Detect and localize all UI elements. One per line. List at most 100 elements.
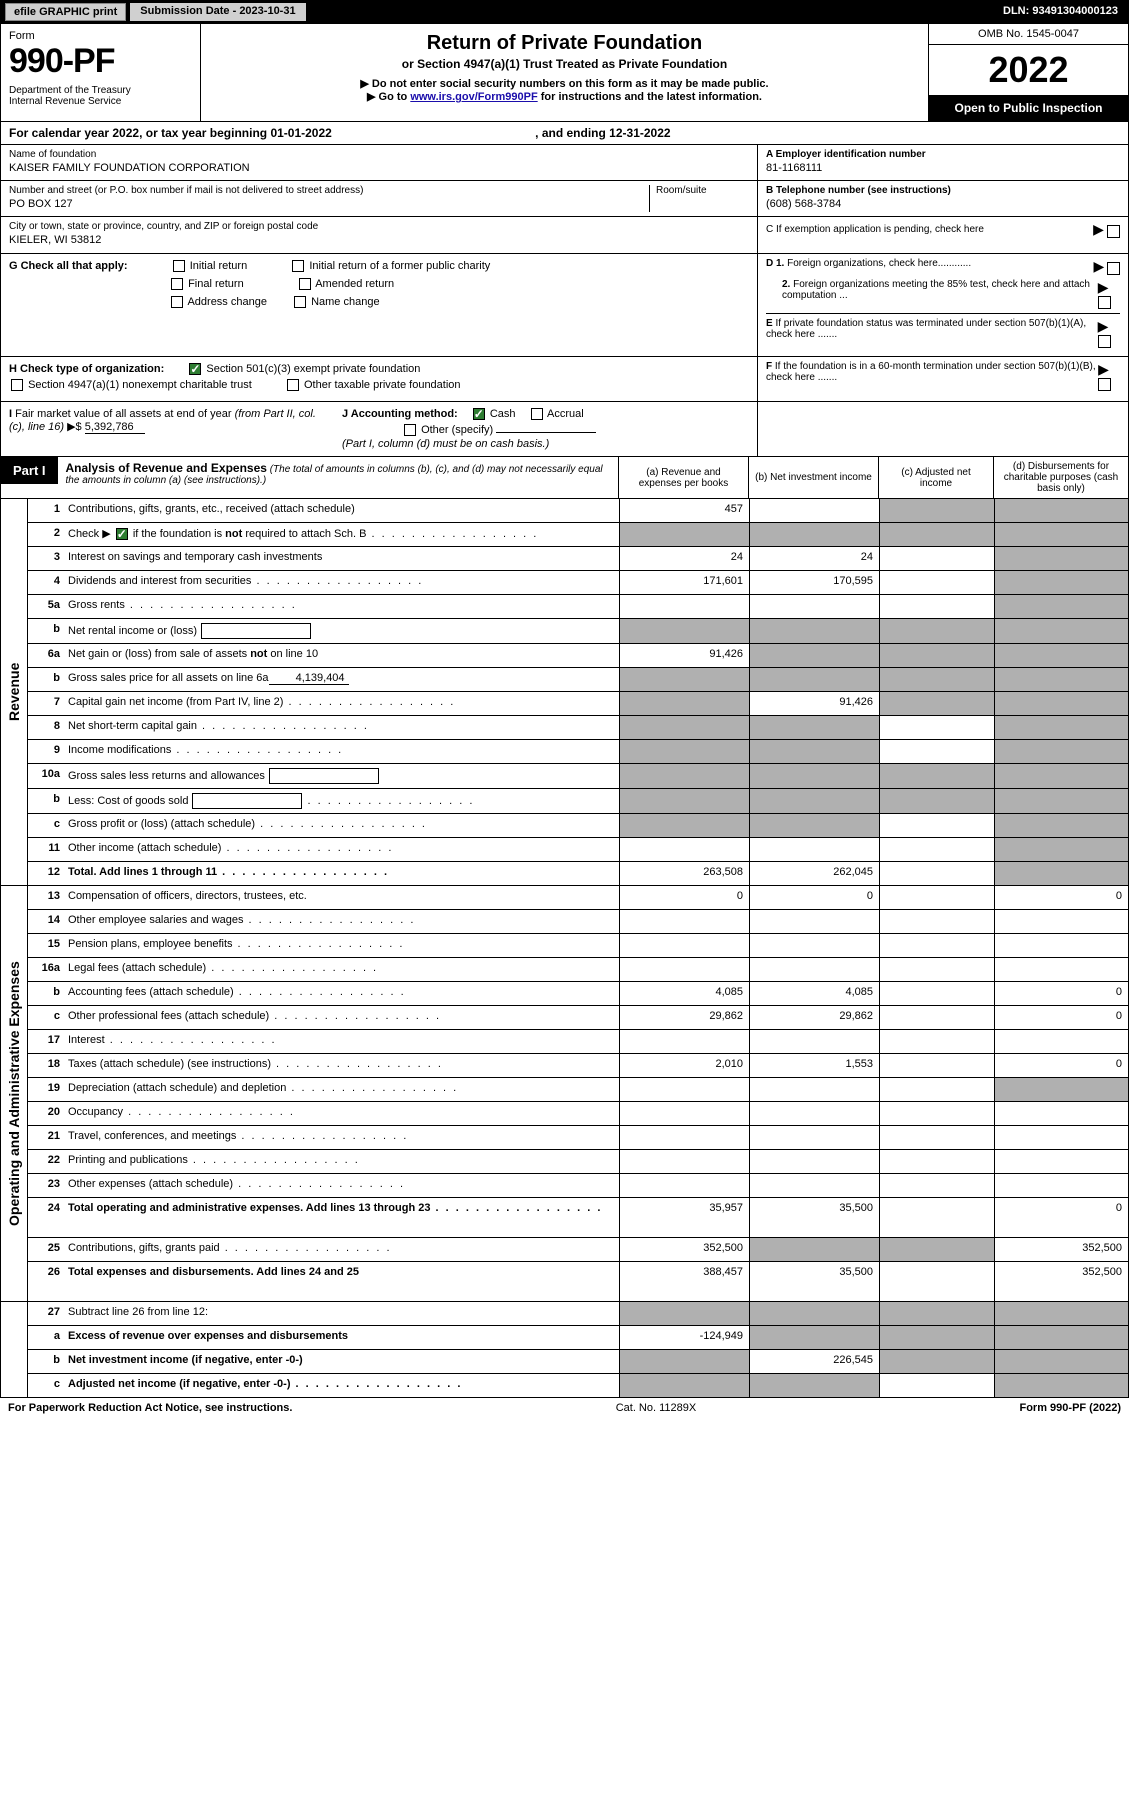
- row-description: Other employee salaries and wages: [64, 910, 619, 933]
- col-a-value: 91,426: [619, 644, 749, 667]
- i-j-left: I Fair market value of all assets at end…: [1, 402, 758, 456]
- fmv-value: 5,392,786: [85, 421, 145, 434]
- table-row: 8Net short-term capital gain: [28, 716, 1129, 740]
- row-description: Check ▶ if the foundation is not require…: [64, 523, 619, 546]
- i-j-row: I Fair market value of all assets at end…: [0, 402, 1129, 457]
- revenue-side-label: Revenue: [1, 499, 27, 885]
- calendar-year-row: For calendar year 2022, or tax year begi…: [0, 122, 1129, 145]
- table-row: 11Other income (attach schedule): [28, 838, 1129, 862]
- col-c-value: [879, 814, 994, 837]
- col-c-value: [879, 1030, 994, 1053]
- col-c-value: [879, 862, 994, 885]
- col-b-value: [749, 1102, 879, 1125]
- col-b-value: [749, 716, 879, 739]
- row-description: Taxes (attach schedule) (see instruction…: [64, 1054, 619, 1077]
- row-description: Pension plans, employee benefits: [64, 934, 619, 957]
- note-1: ▶ Do not enter social security numbers o…: [209, 77, 920, 90]
- row-number: 13: [28, 886, 64, 909]
- city-cell: City or town, state or province, country…: [1, 217, 757, 253]
- row-description: Subtract line 26 from line 12:: [64, 1302, 619, 1325]
- expenses-side-label: Operating and Administrative Expenses: [1, 886, 27, 1301]
- row-description: Depreciation (attach schedule) and deple…: [64, 1078, 619, 1101]
- h-section-row: H Check type of organization: Section 50…: [0, 357, 1129, 402]
- col-b-value: 226,545: [749, 1350, 879, 1373]
- col-c-value: [879, 910, 994, 933]
- final-return-cb[interactable]: [171, 278, 183, 290]
- table-row: 19Depreciation (attach schedule) and dep…: [28, 1078, 1129, 1102]
- other-taxable-checkbox[interactable]: [287, 379, 299, 391]
- 4947-checkbox[interactable]: [11, 379, 23, 391]
- foundation-name-cell: Name of foundation KAISER FAMILY FOUNDAT…: [1, 145, 757, 181]
- irs-link[interactable]: www.irs.gov/Form990PF: [410, 91, 537, 103]
- col-a-value: [619, 764, 749, 788]
- row-number: b: [28, 982, 64, 1005]
- col-c-value: [879, 1238, 994, 1261]
- table-row: cGross profit or (loss) (attach schedule…: [28, 814, 1129, 838]
- row-description: Net short-term capital gain: [64, 716, 619, 739]
- d2-checkbox[interactable]: [1098, 296, 1111, 309]
- row-number: 2: [28, 523, 64, 546]
- col-b-value: [749, 910, 879, 933]
- amended-return-cb[interactable]: [299, 278, 311, 290]
- col-c-value: [879, 1174, 994, 1197]
- ij-right-blank: [758, 402, 1128, 456]
- e-checkbox[interactable]: [1098, 335, 1111, 348]
- row-description: Gross rents: [64, 595, 619, 618]
- accrual-checkbox[interactable]: [531, 408, 543, 420]
- efile-button[interactable]: efile GRAPHIC print: [5, 3, 126, 21]
- col-c-value: [879, 644, 994, 667]
- col-b-value: [749, 644, 879, 667]
- col-b-value: [749, 1302, 879, 1325]
- col-b-value: [749, 523, 879, 546]
- cash-checkbox[interactable]: [473, 408, 485, 420]
- row-description: Printing and publications: [64, 1150, 619, 1173]
- col-a-value: [619, 1150, 749, 1173]
- 501c3-checkbox[interactable]: [189, 363, 201, 375]
- col-a-value: [619, 838, 749, 861]
- col-d-value: 0: [994, 1006, 1129, 1029]
- address-cell: Number and street (or P.O. box number if…: [1, 181, 757, 217]
- col-b-value: [749, 1238, 879, 1261]
- row-number: 16a: [28, 958, 64, 981]
- table-row: 16aLegal fees (attach schedule): [28, 958, 1129, 982]
- col-a-value: [619, 1174, 749, 1197]
- other-method-checkbox[interactable]: [404, 424, 416, 436]
- table-row: 12Total. Add lines 1 through 11263,50826…: [28, 862, 1129, 886]
- col-c-value: [879, 934, 994, 957]
- d1-checkbox[interactable]: [1107, 262, 1120, 275]
- table-row: bAccounting fees (attach schedule)4,0854…: [28, 982, 1129, 1006]
- row-number: 18: [28, 1054, 64, 1077]
- col-d-value: [994, 1126, 1129, 1149]
- initial-return-cb[interactable]: [173, 260, 185, 272]
- col-a-value: [619, 1350, 749, 1373]
- col-b-value: [749, 838, 879, 861]
- col-d-value: [994, 814, 1129, 837]
- exemption-checkbox[interactable]: [1107, 225, 1120, 238]
- f-section: F If the foundation is in a 60-month ter…: [758, 357, 1128, 401]
- row-description: Net gain or (loss) from sale of assets n…: [64, 644, 619, 667]
- address-change-cb[interactable]: [171, 296, 183, 308]
- row-description: Occupancy: [64, 1102, 619, 1125]
- col-b-value: 24: [749, 547, 879, 570]
- col-c-value: [879, 1078, 994, 1101]
- initial-former-cb[interactable]: [292, 260, 304, 272]
- form-header: Form 990-PF Department of the TreasuryIn…: [0, 24, 1129, 122]
- col-d-value: [994, 1030, 1129, 1053]
- col-d-value: [994, 499, 1129, 522]
- col-c-value: [879, 1198, 994, 1237]
- f-checkbox[interactable]: [1098, 378, 1111, 391]
- col-c-value: [879, 716, 994, 739]
- col-d-value: [994, 862, 1129, 885]
- col-a-header: (a) Revenue and expenses per books: [618, 457, 748, 498]
- info-left: Name of foundation KAISER FAMILY FOUNDAT…: [1, 145, 758, 253]
- part1-header: Part I Analysis of Revenue and Expenses …: [0, 457, 1129, 499]
- row-number: 27: [28, 1302, 64, 1325]
- row-description: Travel, conferences, and meetings: [64, 1126, 619, 1149]
- col-d-value: [994, 764, 1129, 788]
- col-d-value: 352,500: [994, 1262, 1129, 1301]
- name-change-cb[interactable]: [294, 296, 306, 308]
- row-number: 9: [28, 740, 64, 763]
- col-c-header: (c) Adjusted net income: [878, 457, 993, 498]
- footer-right: Form 990-PF (2022): [1019, 1402, 1121, 1414]
- row-number: 10a: [28, 764, 64, 788]
